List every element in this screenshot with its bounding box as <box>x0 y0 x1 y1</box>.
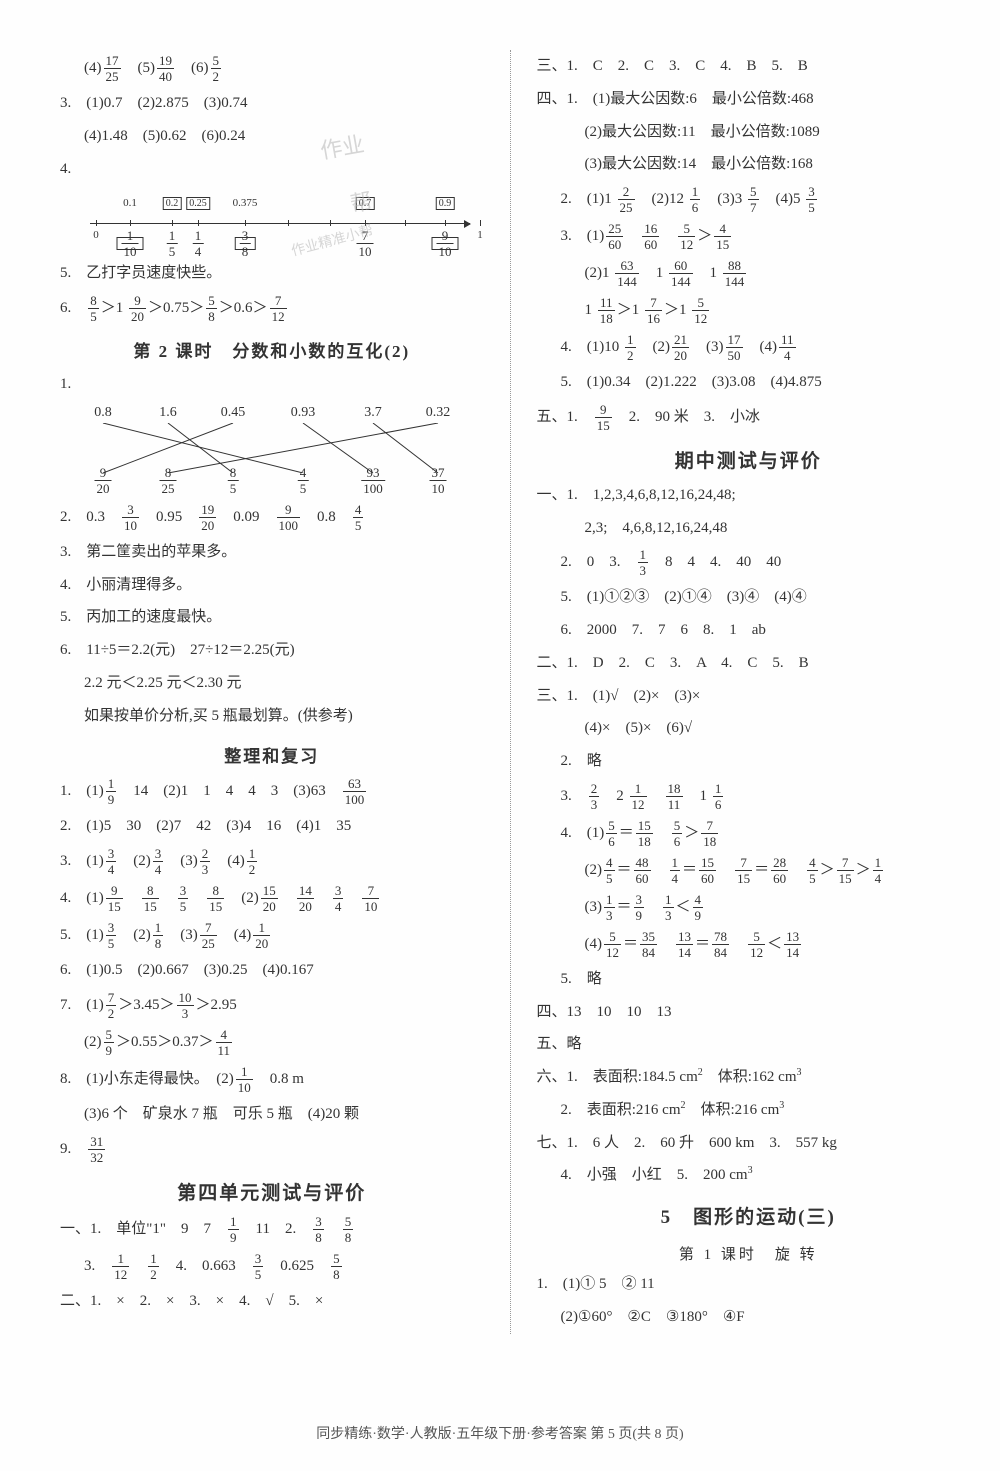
answer-line: (2)45＝4860 14＝1560 715＝2860 45＞715＞14 <box>537 856 961 885</box>
q1-label: 1. <box>60 372 484 397</box>
answer-line: 4. 小丽清理得多。 <box>60 573 484 598</box>
answer-line: 5. 乙打字员速度快些。 <box>60 261 484 286</box>
answer-line: 五、1. 915 2. 90 米 3. 小冰 <box>537 403 961 432</box>
answer-line: 2. (1)1 225 (2)12 16 (3)3 57 (4)5 35 <box>537 185 961 214</box>
answer-line: (4)1.48 (5)0.62 (6)0.24 <box>60 124 484 149</box>
answer-line: 9. 3132 <box>60 1135 484 1164</box>
answer-line: 5. 丙加工的速度最快。 <box>60 605 484 630</box>
answer-line: 5. 略 <box>537 967 961 992</box>
answer-line: 3. (1)34 (2)34 (3)23 (4)12 <box>60 847 484 876</box>
answer-line: 2. 表面积:216 cm2 体积:216 cm3 <box>537 1098 961 1123</box>
answer-line: 3. 第二筐卖出的苹果多。 <box>60 540 484 565</box>
answer-line: 5. (1)0.34 (2)1.222 (3)3.08 (4)4.875 <box>537 370 961 395</box>
answer-line: 2. 略 <box>537 749 961 774</box>
answer-line: 4. 小强 小红 5. 200 cm3 <box>537 1163 961 1188</box>
answer-line: 一、1. 1,2,3,4,6,8,12,16,24,48; <box>537 483 961 508</box>
answer-line: 4. <box>60 157 484 182</box>
answer-line: 四、1. (1)最大公因数:6 最小公倍数:468 <box>537 87 961 112</box>
answer-line: 1. (1)19 14 (2)1 1 4 4 3 (3)63 63100 <box>60 777 484 806</box>
answer-line: 三、1. C 2. C 3. C 4. B 5. B <box>537 54 961 79</box>
answer-line: 七、1. 6 人 2. 60 升 600 km 3. 557 kg <box>537 1131 961 1156</box>
answer-line: 2. 0.3 310 0.95 1920 0.09 9100 0.8 45 <box>60 503 484 532</box>
lesson-2-heading: 第 2 课时 分数和小数的互化(2) <box>60 337 484 362</box>
answer-line: (2)1 63144 1 60144 1 88144 <box>537 259 961 288</box>
answer-line: 2,3; 4,6,8,12,16,24,48 <box>537 516 961 541</box>
answer-line: (3)最大公因数:14 最小公倍数:168 <box>537 152 961 177</box>
answer-line: 5. (1)35 (2)18 (3)725 (4)120 <box>60 921 484 950</box>
column-divider <box>510 50 511 1334</box>
answer-line: 6. 11÷5＝2.2(元) 27÷12＝2.25(元) <box>60 638 484 663</box>
answer-line: 3. (1)0.7 (2)2.875 (3)0.74 <box>60 91 484 116</box>
answer-line: 7. (1)72＞3.45＞103＞2.95 <box>60 991 484 1020</box>
answer-line: 4. (1)915 815 35 815 (2)1520 1420 34 710 <box>60 884 484 913</box>
answer-line: 三、1. (1)√ (2)× (3)× <box>537 684 961 709</box>
answer-line: 3. (1)2560 1660 512＞415 <box>537 222 961 251</box>
chapter5-heading: 5 图形的运动(三) <box>537 1202 961 1229</box>
answer-line: 3. 23 2 112 1811 1 16 <box>537 782 961 811</box>
answer-line: 6. (1)0.5 (2)0.667 (3)0.25 (4)0.167 <box>60 958 484 983</box>
matching-diagram: 0.81.60.450.933.70.329208258545931003710 <box>78 405 478 495</box>
answer-line: 六、1. 表面积:184.5 cm2 体积:162 cm3 <box>537 1065 961 1090</box>
page-footer: 同步精练·数学·人教版·五年级下册·参考答案 第 5 页(共 8 页) <box>0 1423 1000 1443</box>
answer-line: 二、1. D 2. C 3. A 4. C 5. B <box>537 651 961 676</box>
answer-line: 1. (1)① 5 ② 11 <box>537 1272 961 1297</box>
answer-line: 2. (1)5 30 (2)7 42 (3)4 16 (4)1 35 <box>60 814 484 839</box>
answer-line: (2)①60° ②C ③180° ④F <box>537 1305 961 1330</box>
answer-line: (2)最大公因数:11 最小公倍数:1089 <box>537 120 961 145</box>
answer-line: 一、1. 单位"1" 9 7 19 11 2. 38 58 <box>60 1215 484 1244</box>
answer-line: 6. 85＞1 920＞0.75＞58＞0.6＞712 <box>60 294 484 323</box>
answer-line: 如果按单价分析,买 5 瓶最划算。(供参考) <box>60 704 484 729</box>
unit4-test-heading: 第四单元测试与评价 <box>60 1178 484 1205</box>
number-line: 0.10.20.250.3750.70.901101514387109101 <box>90 193 470 253</box>
midterm-heading: 期中测试与评价 <box>537 446 961 473</box>
answer-line: 四、13 10 10 13 <box>537 1000 961 1025</box>
review-heading: 整理和复习 <box>60 742 484 767</box>
answer-line: (3)6 个 矿泉水 7 瓶 可乐 5 瓶 (4)20 颗 <box>60 1102 484 1127</box>
answer-line: 8. (1)小东走得最快。 (2)110 0.8 m <box>60 1065 484 1094</box>
answer-line: 2.2 元＜2.25 元＜2.30 元 <box>60 671 484 696</box>
ch5-lesson1-heading: 第 1 课时 旋 转 <box>537 1243 961 1264</box>
answer-line: 五、略 <box>537 1032 961 1057</box>
page-root: (4)1725 (5)1940 (6)52 3. (1)0.7 (2)2.875 … <box>0 0 1000 1364</box>
answer-line: 4. (1)56＝1518 56＞718 <box>537 819 961 848</box>
answer-line: 二、1. × 2. × 3. × 4. √ 5. × <box>60 1289 484 1314</box>
left-column: (4)1725 (5)1940 (6)52 3. (1)0.7 (2)2.875 … <box>60 50 484 1334</box>
answer-line: 2. 0 3. 13 8 4 4. 40 40 <box>537 548 961 577</box>
answer-line: (3)13＝39 13＜49 <box>537 893 961 922</box>
answer-line: 6. 2000 7. 7 6 8. 1 ab <box>537 618 961 643</box>
answer-line: 3. 112 12 4. 0.663 35 0.625 58 <box>60 1252 484 1281</box>
answer-line: (4)1725 (5)1940 (6)52 <box>60 54 484 83</box>
answer-line: (4)512＝3584 1314＝7884 512＜1314 <box>537 930 961 959</box>
right-column: 三、1. C 2. C 3. C 4. B 5. B 四、1. (1)最大公因数:… <box>537 50 961 1334</box>
answer-line: 1 1118＞1 716＞1 512 <box>537 296 961 325</box>
answer-line: 4. (1)10 12 (2)2120 (3)1750 (4)114 <box>537 333 961 362</box>
answer-line: (2)59＞0.55＞0.37＞411 <box>60 1028 484 1057</box>
answer-line: (4)× (5)× (6)√ <box>537 716 961 741</box>
answer-line: 5. (1)①②③ (2)①④ (3)④ (4)④ <box>537 585 961 610</box>
